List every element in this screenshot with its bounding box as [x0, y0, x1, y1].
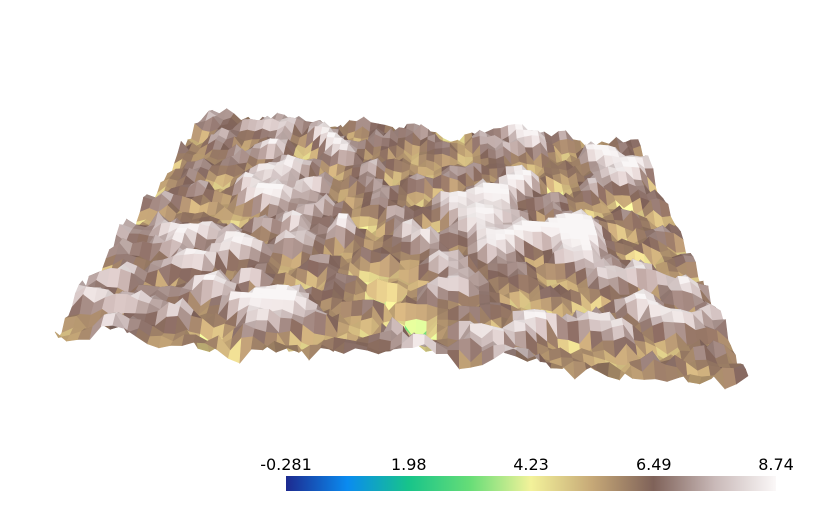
surface-facet — [545, 262, 557, 281]
surface-facet — [488, 157, 498, 165]
surface-facet — [415, 177, 426, 195]
surface-facet — [449, 195, 459, 203]
surface-facet — [588, 319, 602, 333]
surface-facet — [733, 368, 749, 385]
colorbar — [286, 476, 776, 491]
surface-facet — [343, 342, 357, 354]
surface-facet — [683, 255, 696, 263]
surface-facet — [313, 311, 327, 337]
surface-facet — [484, 207, 495, 215]
surface-facet — [405, 302, 417, 322]
surface-facet — [491, 182, 501, 190]
surface-facet — [415, 304, 428, 323]
3d-viewport[interactable] — [0, 0, 816, 440]
surface-facet — [493, 344, 506, 359]
surface-facet — [685, 261, 699, 280]
surface-facet — [482, 182, 493, 189]
surface-facet — [664, 364, 680, 382]
surface-facet — [652, 321, 666, 344]
surface-facet — [513, 224, 524, 232]
surface-facet — [598, 311, 612, 322]
surface-facet — [554, 263, 567, 281]
surface-facet — [239, 291, 254, 299]
surface-facet — [392, 171, 403, 182]
surface-facet — [394, 302, 407, 322]
surface-facet — [239, 336, 254, 365]
colorbar-tick-label: 6.49 — [635, 455, 672, 474]
surface-facet — [181, 334, 197, 347]
surface-facet — [531, 225, 543, 233]
surface-facet — [386, 282, 399, 306]
surface-facet — [550, 192, 561, 204]
surface-facet — [488, 163, 498, 170]
surface-facet — [530, 220, 542, 228]
surface-facet — [504, 229, 516, 236]
surface-facet — [337, 213, 349, 220]
colorbar-tick-label: 8.74 — [758, 455, 794, 474]
colorbar-tick-label: 1.98 — [390, 455, 427, 474]
surface-facet — [483, 187, 493, 194]
colorbar-gradient — [286, 476, 776, 491]
surface-facet — [350, 299, 364, 317]
surface-facet — [381, 137, 391, 148]
surface-mesh — [54, 108, 749, 390]
colorbar-tick-label: 4.23 — [513, 455, 549, 474]
surface-facet — [596, 362, 610, 377]
colorbar-tick-label: -0.281 — [260, 455, 312, 474]
surface-facet — [308, 344, 323, 361]
surface-facet — [573, 360, 587, 380]
surface-facet — [699, 375, 715, 385]
surface-facet — [447, 349, 460, 370]
surface-facet — [256, 308, 270, 322]
terrain-surface[interactable] — [0, 0, 816, 440]
surface-facet — [500, 188, 511, 195]
surface-facet — [491, 188, 502, 195]
surface-facet — [448, 276, 460, 292]
surface-facet — [434, 141, 444, 150]
surface-facet — [376, 278, 388, 306]
surface-facet — [581, 244, 593, 252]
surface-facet — [397, 194, 408, 202]
surface-facet — [709, 303, 724, 321]
surface-facet — [318, 253, 331, 265]
surface-facet — [398, 127, 407, 139]
surface-facet — [278, 317, 293, 334]
surface-facet — [515, 174, 525, 181]
surface-facet — [524, 135, 534, 149]
